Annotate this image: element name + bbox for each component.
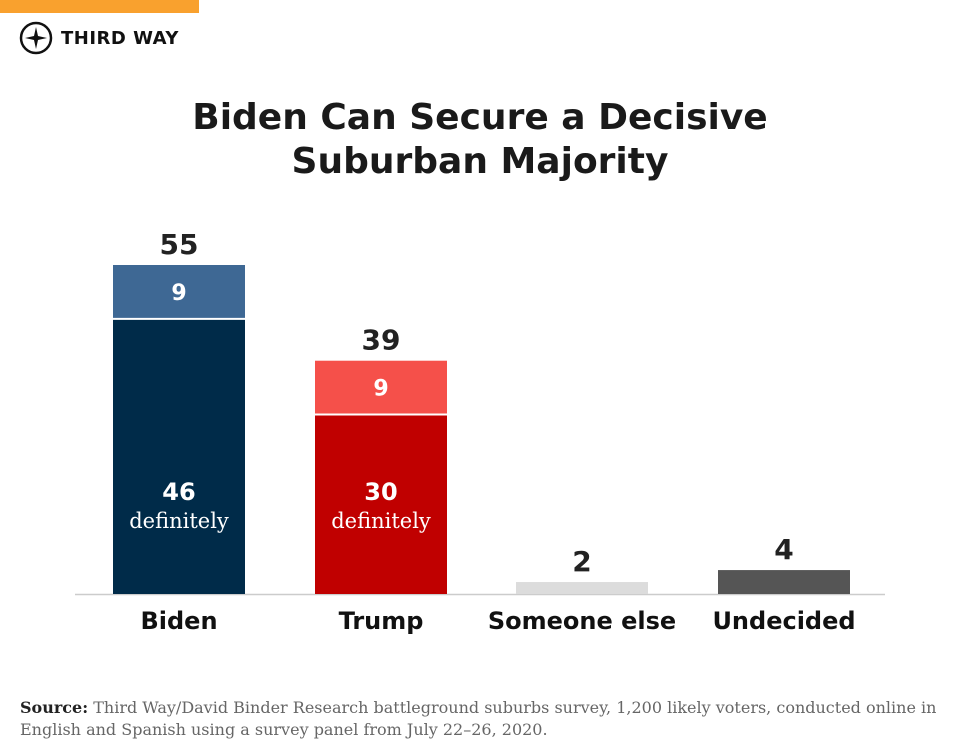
brand-name: THIRD WAY [61,27,179,49]
source-note: Source: Third Way/David Binder Research … [20,697,940,741]
total-label: 39 [362,324,401,357]
source-text: Third Way/David Binder Research battlegr… [20,698,937,739]
compass-icon [19,21,53,55]
total-label: 2 [572,545,591,578]
total-label: 4 [774,533,793,566]
data-sublabel: definitely [129,509,229,533]
chart-title: Biden Can Secure a Decisive Suburban Maj… [192,97,768,182]
bar-segment-biden [113,265,245,319]
bar-segment-trump [315,360,447,415]
data-label: 9 [373,377,388,402]
data-sublabel: definitely [331,509,431,533]
data-label: 46 [162,478,195,506]
bar-segment-trump [315,414,447,594]
bar-segment-biden [113,318,245,594]
third-way-logo: THIRD WAY [19,21,179,55]
data-label: 30 [364,478,397,506]
bar-segment-someone-else [516,582,648,594]
source-label: Source: [20,698,89,717]
total-label: 55 [160,228,199,261]
x-tick-label: Biden [140,607,217,635]
accent-bar [0,0,199,13]
x-tick-label: Trump [339,607,424,635]
x-tick-label: Someone else [488,607,676,635]
x-tick-label: Undecided [712,607,855,635]
bar-segment-undecided [718,570,850,594]
data-label: 9 [171,281,186,306]
